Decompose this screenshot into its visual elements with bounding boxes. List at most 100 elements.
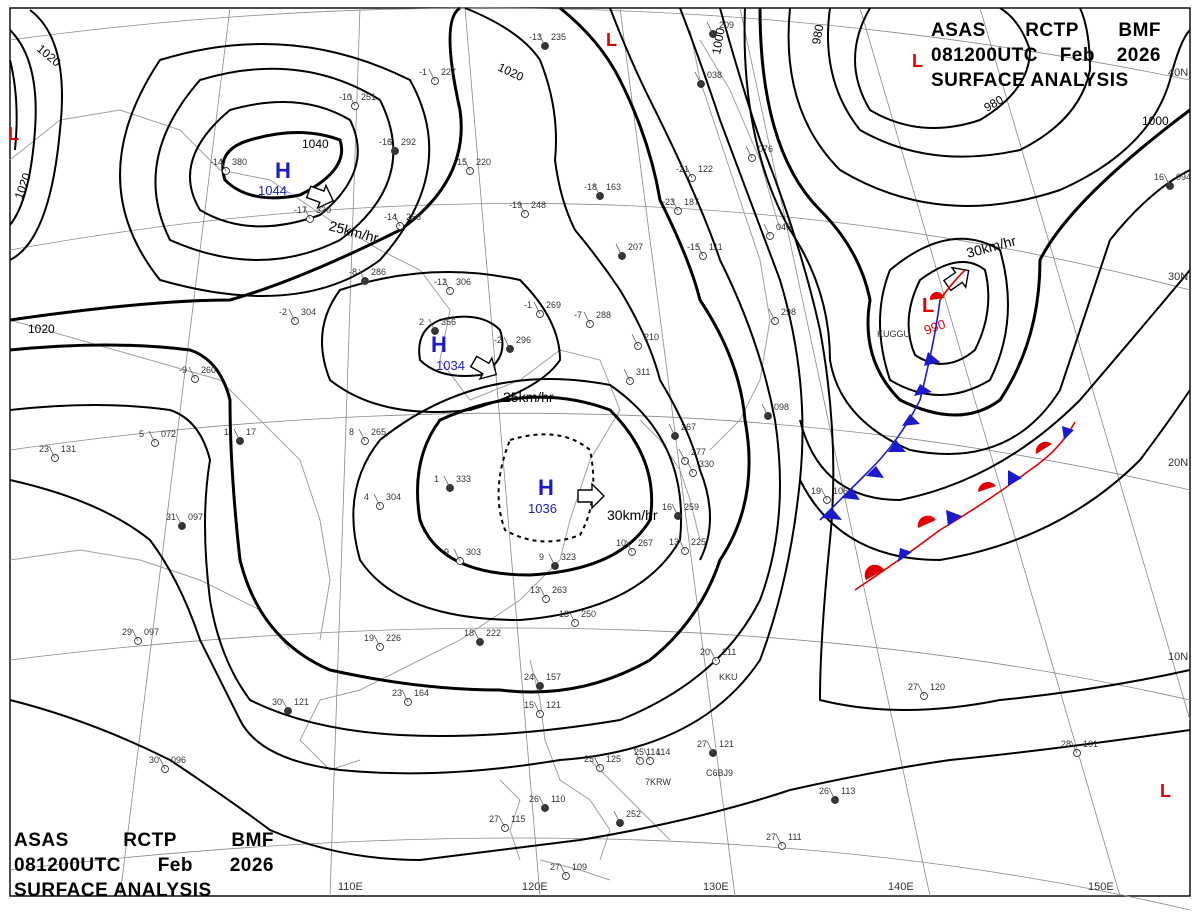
station-temperature: 30 — [149, 755, 159, 765]
station-pressure: 306 — [456, 277, 471, 287]
station-pressure: 113 — [841, 786, 855, 796]
station-plot: 330 — [686, 459, 714, 477]
wind-barb — [233, 428, 241, 442]
station-pressure: 211 — [722, 647, 736, 657]
station-temperature: 15 — [524, 700, 534, 710]
station-pressure: 248 — [531, 200, 546, 210]
station-plot: -1 269 — [524, 300, 561, 318]
station-pressure: 072 — [161, 429, 176, 439]
station-temperature: 27 — [697, 739, 707, 749]
wind-barb — [1070, 740, 1078, 754]
station-plot: 5 072 — [139, 429, 176, 447]
station-pressure: 101 — [1083, 739, 1098, 749]
station-temperature: -19 — [509, 200, 522, 210]
station-pressure: 114 — [656, 747, 670, 757]
station-plot: 13 250 — [559, 609, 596, 627]
wind-barb — [175, 513, 183, 527]
lat-label: 30N — [1168, 271, 1188, 283]
high-pressure-centers: H 1044 H 1034 H 1036 — [258, 158, 557, 516]
wind-barb — [358, 428, 366, 442]
station-pressure: 210 — [644, 332, 659, 342]
wind-barb — [148, 430, 156, 444]
high-pressure: 1036 — [528, 501, 557, 516]
lat-label: 10N — [1168, 651, 1188, 663]
station-pressure: 097 — [188, 512, 203, 522]
wind-barb — [538, 795, 546, 809]
station-pressure: 292 — [401, 137, 416, 147]
station-pressure: 111 — [709, 242, 723, 252]
station-plot: 16 259 — [662, 502, 699, 520]
lon-label: 120E — [522, 881, 548, 893]
station-plot: 20 211 — [700, 647, 736, 665]
wind-barb — [694, 71, 702, 85]
wind-barb — [219, 158, 227, 172]
longitude-lines — [119, 7, 1191, 897]
low-pressure-centers: L L L L 990 L — [8, 30, 1171, 801]
station-plot: 076 — [745, 144, 773, 162]
station-temperature: -16 — [379, 137, 392, 147]
lat-label: 40N — [1168, 67, 1188, 79]
header-month: Feb — [157, 855, 193, 876]
station-pressure: 121 — [294, 697, 309, 707]
station-plot: 267 — [668, 422, 696, 440]
station-pressure: 121 — [546, 700, 561, 710]
station-plot: 30 121 — [272, 697, 309, 715]
station-temperature: 10 — [616, 538, 626, 548]
station-temperature: 27 — [766, 832, 776, 842]
low-symbol: L — [606, 30, 617, 50]
station-pressure: 121 — [719, 739, 734, 749]
wind-barb — [1163, 173, 1171, 187]
wind-barb — [685, 165, 693, 179]
wind-barb — [388, 138, 396, 152]
station-temperature: 13 — [530, 585, 540, 595]
station-temperature: 30 — [272, 697, 282, 707]
wind-barb — [538, 33, 546, 47]
wind-barb — [633, 748, 641, 762]
station-temperature: -15 — [687, 242, 700, 252]
cold-front — [819, 299, 941, 521]
wind-barb — [583, 311, 591, 325]
station-pressure: 311 — [636, 367, 650, 377]
station-plot: 26 113 — [819, 786, 855, 804]
station-pressure: 207 — [628, 242, 643, 252]
wind-barb — [401, 689, 409, 703]
station-plot: 277 — [678, 447, 706, 465]
station-plot: 27 120 — [908, 682, 945, 700]
wind-barb — [593, 755, 601, 769]
station-pressure: 114 — [646, 747, 660, 757]
station-temperature: -23 — [662, 197, 675, 207]
station-plot: 9 303 — [444, 547, 481, 565]
station-temperature: 18 — [464, 628, 474, 638]
high-symbol: H — [275, 158, 291, 183]
station-pressure: 260 — [201, 365, 216, 375]
station-pressure: 094 — [1176, 172, 1191, 182]
station-pressure: 259 — [684, 502, 699, 512]
station-pressure: 380 — [232, 157, 247, 167]
header-month: Feb — [1059, 45, 1095, 66]
station-plot: 8 265 — [349, 427, 386, 445]
station-pressure: 097 — [144, 627, 159, 637]
station-plot: 19 106 — [811, 486, 848, 504]
wind-barb — [533, 301, 541, 315]
wind-barb — [533, 701, 541, 715]
wind-barb — [539, 586, 547, 600]
station-pressure: 220 — [476, 157, 491, 167]
isobar-label: 1020 — [496, 60, 526, 84]
station-temperature: -2 — [494, 335, 502, 345]
station-plot: 4 304 — [364, 492, 401, 510]
station-plot: 27 121 — [697, 739, 734, 757]
latitude-lines — [9, 7, 1191, 911]
wind-barb — [828, 787, 836, 801]
station-pressure: 076 — [758, 144, 773, 154]
wind-barb — [820, 487, 828, 501]
station-plot: -8 286 — [349, 267, 386, 285]
station-pressure: 235 — [551, 32, 566, 42]
header-time: 081200UTC — [14, 855, 121, 876]
station-temperature: 27 — [489, 814, 499, 824]
header-time: 081200UTC — [931, 45, 1038, 66]
wind-barb — [281, 698, 289, 712]
low-symbol: L — [8, 124, 19, 144]
high-symbol: H — [538, 475, 554, 500]
station-ids: KUGGU 7KRW C6BJ9 KKU — [645, 329, 910, 787]
station-plot: 19 226 — [364, 633, 401, 651]
